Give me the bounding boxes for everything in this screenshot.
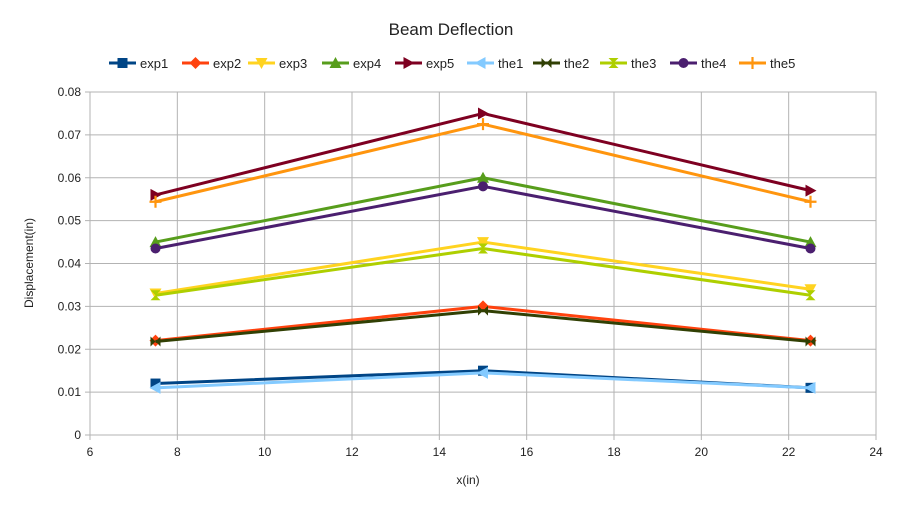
y-tick-label: 0.04 <box>58 257 82 271</box>
data-point-exp4 <box>804 236 817 248</box>
legend-label: exp2 <box>213 56 241 71</box>
data-point-the5 <box>149 195 162 208</box>
data-point-the3 <box>478 243 488 254</box>
data-point-exp4 <box>477 171 489 183</box>
legend-marker <box>117 58 128 68</box>
series-exp4 <box>149 171 817 248</box>
series-the2 <box>150 305 816 347</box>
legend-item-the3: the3 <box>600 56 656 71</box>
data-point-the5 <box>477 118 489 131</box>
data-point-the2 <box>478 305 488 316</box>
data-point-the1 <box>804 381 816 394</box>
legend-label: exp4 <box>353 56 381 71</box>
legend-item-the1: the1 <box>467 56 523 71</box>
legend-label: the5 <box>770 56 795 71</box>
data-point-the4 <box>150 243 161 254</box>
x-tick-label: 10 <box>258 445 272 459</box>
data-point-the4 <box>805 243 816 254</box>
legend-marker <box>189 57 202 69</box>
y-tick-label: 0.05 <box>58 214 82 228</box>
data-point-the3 <box>805 290 816 301</box>
series-the5 <box>149 118 817 208</box>
legend-item-the5: the5 <box>739 56 795 71</box>
legend-label: exp3 <box>279 56 307 71</box>
series-the3 <box>150 243 816 301</box>
legend-marker <box>403 57 415 69</box>
legend-label: exp1 <box>140 56 168 71</box>
legend-marker <box>541 58 552 68</box>
legend-marker <box>608 58 619 68</box>
y-axis-label: Displacement(in) <box>22 218 36 308</box>
data-point-exp5 <box>478 107 489 120</box>
legend-marker <box>255 58 268 69</box>
y-tick-label: 0.06 <box>58 171 82 185</box>
data-point-exp3 <box>477 237 489 249</box>
x-tick-label: 20 <box>695 445 709 459</box>
plot-frame <box>89 91 877 436</box>
data-point-the5 <box>804 195 817 208</box>
y-tick-label: 0.03 <box>58 299 82 313</box>
legend-label: the2 <box>564 56 589 71</box>
legend-item-exp4: exp4 <box>322 56 381 71</box>
data-point-the1 <box>149 381 161 394</box>
y-tick-label: 0.02 <box>58 342 82 356</box>
x-tick-label: 12 <box>345 445 359 459</box>
legend-item-the2: the2 <box>533 56 589 71</box>
x-tick-label: 18 <box>607 445 621 459</box>
x-tick-label: 14 <box>433 445 447 459</box>
axes: 0 0.01 0.02 0.03 0.04 0.05 0.06 0.07 0.08 6 8 10 12 1… <box>58 85 883 459</box>
series-the4 <box>150 181 816 254</box>
x-tick-label: 6 <box>87 445 94 459</box>
legend-item-exp5: exp5 <box>395 56 454 71</box>
x-tick-label: 8 <box>174 445 181 459</box>
data-point-exp4 <box>149 236 162 248</box>
y-tick-label: 0.08 <box>58 85 82 99</box>
legend-item-exp3: exp3 <box>248 56 307 71</box>
data-point-exp5 <box>150 188 162 201</box>
legend-label: exp5 <box>426 56 454 71</box>
legend-marker <box>678 58 689 68</box>
data-point-the3 <box>150 290 161 301</box>
y-tick-label: 0.01 <box>58 385 82 399</box>
series-the1 <box>149 366 816 394</box>
legend: exp1 exp2 exp3 exp4 exp5 the1 the2 the3 the4 the5 <box>109 56 795 71</box>
data-point-the4 <box>478 181 488 192</box>
legend-label: the4 <box>701 56 726 71</box>
legend-label: the3 <box>631 56 656 71</box>
series-exp5 <box>150 107 817 201</box>
series-line-the3 <box>155 246 811 297</box>
legend-marker <box>746 57 759 69</box>
legend-item-exp2: exp2 <box>182 56 241 71</box>
data-point-exp5 <box>805 184 817 197</box>
legend-marker <box>329 57 342 68</box>
y-tick-label: 0.07 <box>58 128 82 142</box>
x-tick-label: 22 <box>782 445 796 459</box>
legend-item-exp1: exp1 <box>109 56 168 71</box>
x-tick-label: 16 <box>520 445 534 459</box>
data-point-the2 <box>805 336 816 347</box>
chart-title: Beam Deflection <box>389 20 514 39</box>
data-point-the2 <box>150 336 161 347</box>
x-axis-label: x(in) <box>456 473 479 487</box>
legend-label: the1 <box>498 56 523 71</box>
legend-marker <box>474 57 486 69</box>
data-point-the1 <box>477 366 488 379</box>
y-tick-label: 0 <box>74 428 81 442</box>
legend-item-the4: the4 <box>670 56 726 71</box>
data-point-exp1 <box>150 378 161 389</box>
data-point-exp3 <box>804 284 817 296</box>
series-layer <box>149 107 817 394</box>
x-tick-label: 24 <box>869 445 883 459</box>
